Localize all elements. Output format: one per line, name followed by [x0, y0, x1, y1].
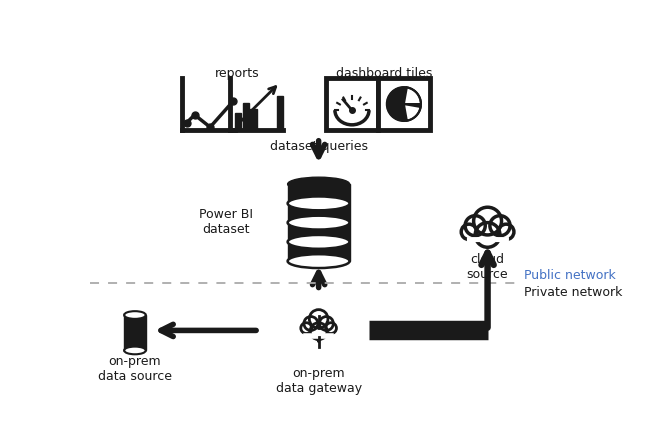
- Circle shape: [490, 216, 510, 236]
- Ellipse shape: [288, 235, 349, 249]
- Text: Power BI
dataset: Power BI dataset: [199, 208, 253, 236]
- Circle shape: [465, 216, 485, 236]
- Text: dashboard tiles: dashboard tiles: [336, 67, 433, 79]
- Bar: [378, 79, 430, 131]
- Circle shape: [301, 323, 312, 334]
- Circle shape: [475, 223, 500, 248]
- Bar: [326, 79, 378, 131]
- Circle shape: [310, 323, 327, 340]
- Circle shape: [309, 310, 328, 328]
- Ellipse shape: [124, 311, 146, 319]
- Bar: [235, 114, 241, 131]
- Bar: [124, 315, 146, 351]
- Circle shape: [304, 317, 318, 331]
- Wedge shape: [404, 105, 420, 121]
- Text: on-prem
data gateway: on-prem data gateway: [276, 366, 362, 394]
- Circle shape: [326, 323, 336, 334]
- Bar: [277, 97, 283, 131]
- Circle shape: [319, 317, 334, 331]
- Text: Public network: Public network: [524, 269, 616, 282]
- Ellipse shape: [288, 216, 349, 230]
- Bar: [288, 185, 349, 261]
- Wedge shape: [404, 88, 421, 105]
- Text: reports: reports: [215, 67, 259, 79]
- Text: on-prem
data source: on-prem data source: [98, 354, 172, 382]
- Bar: [243, 104, 249, 131]
- Ellipse shape: [288, 254, 349, 268]
- Ellipse shape: [288, 197, 349, 211]
- Text: Private network: Private network: [524, 286, 622, 299]
- Ellipse shape: [288, 178, 349, 191]
- Wedge shape: [387, 88, 421, 122]
- Text: dataset queries: dataset queries: [270, 139, 368, 152]
- Circle shape: [474, 208, 501, 235]
- Text: cloud
source: cloud source: [467, 252, 509, 280]
- Circle shape: [498, 225, 514, 240]
- Bar: [251, 110, 257, 131]
- Ellipse shape: [124, 347, 146, 354]
- Circle shape: [461, 225, 477, 240]
